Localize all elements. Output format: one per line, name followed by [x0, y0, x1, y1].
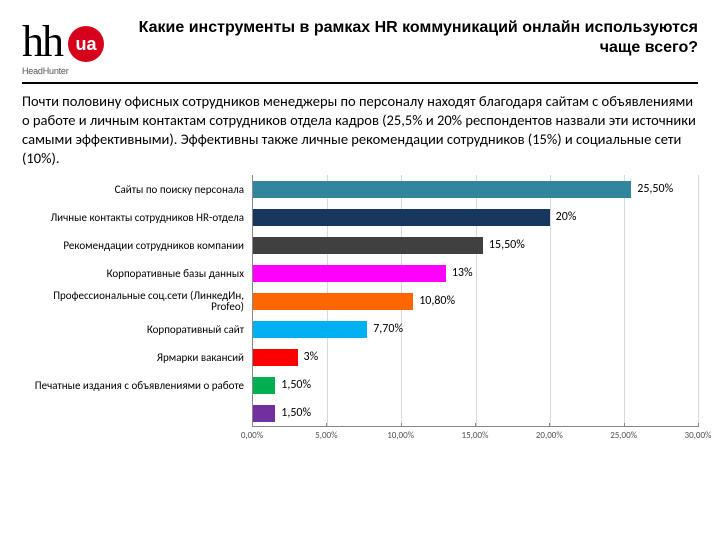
body-paragraph: Почти половину офисных сотрудников менед… — [22, 92, 698, 167]
x-axis-tick: 10,00% — [387, 430, 414, 441]
bar-value-label: 1,50% — [281, 378, 311, 392]
bar-row: 1,50% — [253, 371, 698, 399]
chart-x-axis: 0,00%5,00%10,00%15,00%20,00%25,00%30,00% — [252, 427, 698, 445]
x-axis-tick-mark — [624, 423, 625, 427]
bar-row: 25,50% — [253, 175, 698, 203]
bar — [253, 265, 446, 282]
page-title: Какие инструменты в рамках HR коммуникац… — [120, 14, 698, 58]
bar-value-label: 7,70% — [373, 322, 403, 336]
logo-hh-text: hh — [22, 20, 62, 64]
bar — [253, 209, 550, 226]
bar-value-label: 15,50% — [489, 238, 525, 252]
bar-row: 13% — [253, 259, 698, 287]
bar-row: 10,80% — [253, 287, 698, 315]
bar — [253, 377, 275, 394]
y-axis-label: Рекомендации сотрудников компании — [22, 231, 244, 259]
bar-row: 7,70% — [253, 315, 698, 343]
gridline — [698, 175, 699, 426]
x-axis-tick: 30,00% — [685, 430, 712, 441]
hr-tools-chart: Сайты по поиску персоналаЛичные контакты… — [22, 175, 698, 445]
y-axis-label: Профессиональные соц.сети (ЛинкедИн, Pro… — [22, 287, 244, 315]
x-axis-tick-mark — [698, 423, 699, 427]
bar-value-label: 1,50% — [281, 406, 311, 420]
bar-row: 15,50% — [253, 231, 698, 259]
x-axis-tick: 20,00% — [536, 430, 563, 441]
logo: hh ua HeadHunter — [22, 14, 104, 76]
bar-row: 3% — [253, 343, 698, 371]
bar-value-label: 3% — [304, 350, 319, 364]
y-axis-label: Корпоративные базы данных — [22, 259, 244, 287]
chart-bars: 25,50% 20% 15,50% 13% 10,80% 7,70% 3% 1,50% 1,50… — [253, 175, 698, 426]
x-axis-tick: 5,00% — [315, 430, 337, 441]
bar — [253, 349, 298, 366]
x-axis-tick: 25,00% — [610, 430, 637, 441]
chart-plot-area: 25,50% 20% 15,50% 13% 10,80% 7,70% 3% 1,50% 1,50… — [252, 175, 698, 427]
x-axis-tick-mark — [326, 423, 327, 427]
bar — [253, 321, 367, 338]
bar-value-label: 10,80% — [419, 294, 455, 308]
y-axis-label: Ярмарки вакансий — [22, 343, 244, 371]
y-axis-label — [22, 399, 244, 427]
x-axis-tick: 0,00% — [241, 430, 263, 441]
bar — [253, 405, 275, 422]
bar — [253, 181, 631, 198]
bar-value-label: 20% — [556, 210, 577, 224]
y-axis-label: Сайты по поиску персонала — [22, 175, 244, 203]
x-axis-tick-mark — [252, 423, 253, 427]
bar — [253, 293, 413, 310]
header: hh ua HeadHunter Какие инструменты в рам… — [22, 14, 698, 76]
divider — [22, 82, 698, 84]
bar-value-label: 25,50% — [637, 182, 673, 196]
y-axis-label: Личные контакты сотрудников HR-отдела — [22, 203, 244, 231]
y-axis-label: Печатные издания с объявлениями о работе — [22, 371, 244, 399]
bar — [253, 237, 483, 254]
x-axis-tick-mark — [549, 423, 550, 427]
x-axis-tick: 15,00% — [462, 430, 489, 441]
bar-row: 20% — [253, 203, 698, 231]
logo-ua-badge: ua — [68, 26, 104, 62]
chart-y-labels: Сайты по поиску персоналаЛичные контакты… — [22, 175, 252, 445]
y-axis-label: Корпоративный сайт — [22, 315, 244, 343]
x-axis-tick-mark — [475, 423, 476, 427]
bar-value-label: 13% — [452, 266, 473, 280]
logo-subtext: HeadHunter — [22, 66, 104, 76]
x-axis-tick-mark — [401, 423, 402, 427]
